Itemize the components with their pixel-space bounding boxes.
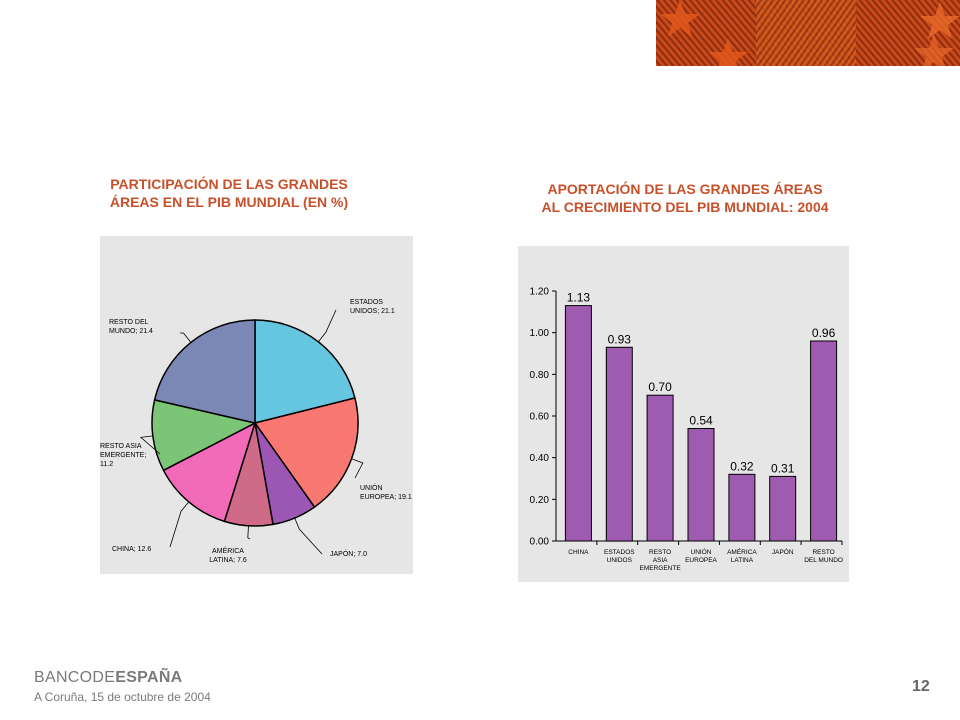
x-category-label: ESTADOS UNIDOS xyxy=(604,549,635,564)
logo-text-de: DE xyxy=(92,669,116,686)
pie-slice-label: JAPÓN; 7.0 xyxy=(330,549,367,558)
bank-logo: BANCODEESPAÑA xyxy=(34,669,183,687)
bar-value-label: 0.54 xyxy=(689,414,713,428)
x-category-label: UNIÓN EUROPEA xyxy=(685,547,717,564)
page-number: 12 xyxy=(912,678,930,695)
pie-slice-label: RESTO DEL MUNDO; 21.4 xyxy=(109,319,153,335)
pie-chart-title: PARTICIPACIÓN DE LAS GRANDES ÁREAS EN EL… xyxy=(64,175,394,211)
y-tick-label: 0.20 xyxy=(530,495,550,506)
bar xyxy=(769,475,797,542)
y-tick-label: 1.20 xyxy=(530,287,550,298)
pie-leader-line xyxy=(169,501,190,548)
pie-chart-panel: ESTADOS UNIDOS; 21.1 UNIÓN EUROPEA; 19.1 JAP… xyxy=(100,236,413,574)
x-category-label: AMÉRICA LATINA xyxy=(727,547,757,564)
pie-chart: ESTADOS UNIDOS; 21.1 UNIÓN EUROPEA; 19.1 JAP… xyxy=(100,299,412,564)
banner-stars-graphic xyxy=(656,0,960,66)
pie-leader-line xyxy=(351,458,364,479)
bar-title-line1: APORTACIÓN DE LAS GRANDES ÁREAS xyxy=(547,181,823,197)
pie-leader-line xyxy=(247,525,251,540)
bar-value-label: 0.31 xyxy=(771,461,795,475)
bar-value-label: 0.96 xyxy=(812,326,836,340)
bar xyxy=(605,346,633,542)
y-tick-label: 0.40 xyxy=(530,453,550,464)
pie-slice xyxy=(254,319,356,424)
pie-leader-line xyxy=(294,517,323,555)
footer-date: A Coruña, 15 de octubre de 2004 xyxy=(34,690,211,704)
y-tick-label: 0.60 xyxy=(530,412,550,423)
bar xyxy=(728,473,756,542)
bar-value-label: 1.13 xyxy=(567,291,591,305)
pie-leader-line xyxy=(139,435,161,455)
bar-value-label: 0.93 xyxy=(608,332,632,346)
pie-slice xyxy=(253,397,359,509)
bar xyxy=(687,428,715,542)
x-category-label: RESTO ASIA EMERGENTE xyxy=(640,549,682,572)
bar-chart: 0.00 0.20 0.40 0.60 0.80 1.00 1.20 1.13 CHINA 0.9… xyxy=(530,287,843,573)
pie-slice-label: AMÉRICA LATINA; 7.6 xyxy=(209,546,247,564)
bar-title-line2: AL CRECIMIENTO DEL PIB MUNDIAL: 2004 xyxy=(541,199,829,215)
pie-slice-label: UNIÓN EUROPEA; 19.1 xyxy=(360,483,412,501)
y-tick-label: 0.80 xyxy=(530,370,550,381)
pie-slice-label: RESTO ASIA EMERGENTE; 11.2 xyxy=(100,443,146,468)
x-category-label: CHINA xyxy=(568,549,589,556)
pie-slice-label: CHINA; 12.6 xyxy=(112,546,151,553)
x-category-label: JAPÓN xyxy=(772,547,794,556)
pie-leader-line xyxy=(318,309,337,343)
pie-leader-line xyxy=(180,332,192,343)
logo-text-espana: ESPAÑA xyxy=(115,669,183,686)
bar xyxy=(810,340,838,542)
logo-text-banco: BANCO xyxy=(34,669,93,686)
x-category-label: RESTO DEL MUNDO xyxy=(804,549,843,564)
pie-title-line2: ÁREAS EN EL PIB MUNDIAL (EN %) xyxy=(109,194,349,210)
bar xyxy=(646,394,674,542)
bar xyxy=(564,305,592,542)
pie-slice xyxy=(153,319,256,424)
pie-title-line1: PARTICIPACIÓN DE LAS GRANDES xyxy=(110,176,348,192)
y-tick-label: 1.00 xyxy=(530,328,550,339)
bar-value-label: 0.32 xyxy=(730,459,754,473)
pie-slice-label: ESTADOS UNIDOS; 21.1 xyxy=(350,299,395,315)
bar-value-label: 0.70 xyxy=(648,380,672,394)
bar-chart-panel: 0.00 0.20 0.40 0.60 0.80 1.00 1.20 1.13 CHINA 0.9… xyxy=(518,246,849,582)
header-banner xyxy=(656,0,960,66)
y-tick-label: 0.00 xyxy=(530,537,550,548)
bar-chart-title: APORTACIÓN DE LAS GRANDES ÁREAS AL CRECI… xyxy=(490,180,880,216)
